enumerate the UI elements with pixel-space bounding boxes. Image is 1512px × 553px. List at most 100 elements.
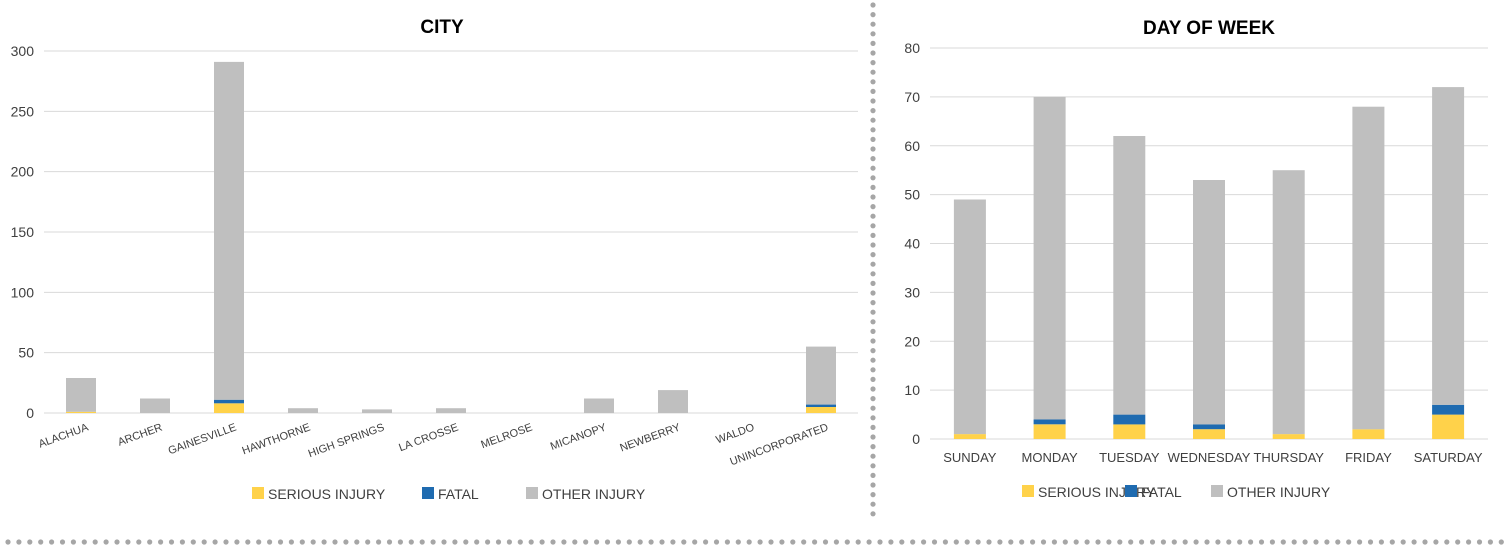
separator-dot [485, 539, 491, 545]
legend-label-fatal: FATAL [438, 486, 479, 502]
separator-dot [1313, 539, 1319, 545]
separator-dot [321, 539, 327, 545]
separator-dot [190, 539, 196, 545]
separator-dot [1248, 539, 1254, 545]
separator-dot [1171, 539, 1177, 545]
separator-dot [441, 539, 447, 545]
bar-other-injury-tuesday [1113, 136, 1146, 415]
separator-dot [1422, 539, 1428, 545]
separator-dot [870, 156, 876, 162]
separator-dot [870, 232, 876, 238]
separator-dot [870, 50, 876, 56]
x-tick-label: FRIDAY [1345, 450, 1392, 465]
bar-fatal-tuesday [1113, 414, 1146, 425]
bar-serious-injury-gainesville [214, 403, 244, 413]
y-tick-label: 300 [11, 43, 35, 59]
separator-dot [870, 40, 876, 47]
separator-dot [626, 539, 632, 545]
separator-dot [147, 539, 153, 545]
bar-other-injury-la-crosse [436, 408, 466, 413]
y-tick-label: 80 [904, 40, 920, 56]
separator-dot [1128, 539, 1134, 545]
separator-dot [1455, 539, 1461, 545]
chart-title: CITY [420, 17, 464, 38]
y-tick-label: 250 [11, 103, 35, 119]
x-tick-label: WALDO [714, 421, 756, 446]
x-tick-label: THURSDAY [1253, 450, 1324, 465]
separator-dot [452, 539, 458, 545]
separator-dot [38, 539, 44, 545]
bar-serious-injury-monday [1033, 424, 1066, 439]
separator-dot [1280, 539, 1286, 545]
separator-dot [114, 539, 120, 545]
legend-swatch-other-injury [1211, 485, 1223, 497]
y-tick-label: 0 [26, 405, 34, 421]
separator-dot [572, 539, 578, 545]
separator-dot [870, 415, 876, 421]
separator-dot [550, 539, 556, 545]
separator-dot [1139, 539, 1145, 545]
separator-dot [870, 184, 876, 190]
separator-dot [870, 88, 876, 94]
bar-other-injury-alachua [66, 378, 96, 412]
separator-dot [81, 539, 87, 545]
separator-dot [833, 539, 840, 545]
separator-dot [1237, 539, 1243, 545]
separator-dot [870, 69, 876, 75]
x-tick-label: ARCHER [116, 422, 164, 449]
separator-dot [870, 252, 876, 258]
separator-dot [822, 539, 829, 545]
separator-dot [1466, 539, 1472, 545]
separator-dot [870, 348, 876, 354]
y-tick-label: 0 [912, 431, 920, 447]
y-tick-label: 20 [904, 333, 920, 349]
separator-dot [870, 165, 876, 171]
separator-dot [1073, 539, 1079, 545]
x-tick-label: HIGH SPRINGS [307, 422, 386, 461]
separator-dot [870, 309, 876, 315]
separator-dot [1095, 539, 1101, 545]
y-tick-label: 40 [904, 236, 920, 252]
separator-dot [1051, 539, 1057, 545]
separator-dot [517, 539, 523, 545]
separator-dot [1215, 539, 1221, 545]
separator-dot [1160, 539, 1166, 545]
separator-dot [870, 204, 876, 210]
separator-dot [1411, 539, 1417, 545]
separator-dot [1335, 539, 1341, 545]
separator-dot [703, 539, 709, 545]
legend-label-serious-injury: SERIOUS INJURY [1038, 484, 1156, 500]
x-tick-label: GAINESVILLE [167, 422, 238, 458]
bar-serious-injury-friday [1352, 429, 1385, 439]
separator-dot [1019, 539, 1025, 545]
separator-dot [964, 539, 970, 545]
separator-dot [870, 472, 876, 478]
separator-dot [408, 539, 414, 545]
separator-dot [870, 60, 876, 66]
separator-dot [931, 539, 938, 545]
separator-dot [539, 539, 545, 545]
x-tick-label: NEWBERRY [618, 421, 682, 454]
dotted-separators [5, 2, 1504, 545]
separator-dot [870, 108, 876, 114]
separator-dot [506, 539, 512, 545]
separator-dot [746, 539, 752, 545]
separator-dot [474, 539, 480, 545]
bar-serious-injury-thursday [1272, 434, 1305, 439]
separator-dot [659, 539, 665, 545]
bar-fatal-saturday [1432, 404, 1465, 415]
separator-dot [397, 539, 403, 545]
bar-other-injury-thursday [1272, 170, 1305, 435]
separator-dot [1498, 539, 1504, 545]
separator-dot [103, 539, 109, 545]
separator-dot [256, 539, 262, 545]
separator-dot [870, 271, 876, 277]
separator-dot [1008, 539, 1014, 545]
separator-dot [855, 539, 861, 545]
separator-dot [1476, 539, 1483, 545]
bar-other-injury-wednesday [1193, 180, 1225, 425]
separator-dot [870, 31, 876, 37]
separator-dot [201, 539, 207, 545]
